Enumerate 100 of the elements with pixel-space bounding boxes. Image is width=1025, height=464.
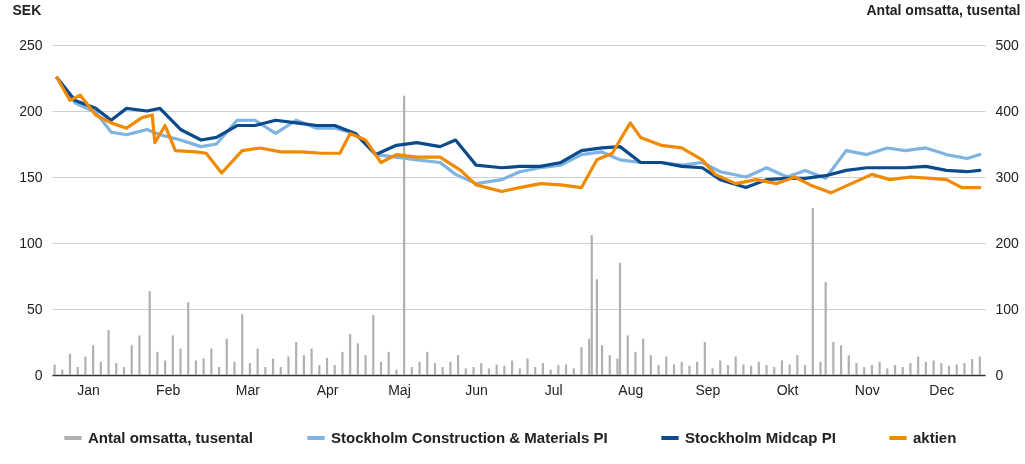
bar xyxy=(940,363,943,375)
bar xyxy=(901,367,904,375)
bar xyxy=(233,361,236,375)
bar xyxy=(472,367,475,375)
x-tick-label: Mar xyxy=(235,381,261,398)
bar xyxy=(318,365,321,375)
y2-tick-label: 500 xyxy=(995,36,1020,53)
x-tick-label: Nov xyxy=(854,381,880,398)
y-tick-label: 0 xyxy=(34,366,43,383)
bar xyxy=(963,363,966,375)
bar xyxy=(518,368,521,375)
bar xyxy=(590,235,593,375)
legend-label: aktien xyxy=(913,429,957,446)
bar xyxy=(418,361,421,375)
x-tick-label: Okt xyxy=(776,381,799,398)
bar xyxy=(803,365,807,375)
legend-label: Stockholm Construction & Materials PI xyxy=(331,429,608,446)
y2-tick-label: 300 xyxy=(995,168,1020,185)
bar xyxy=(608,355,611,375)
bar xyxy=(750,365,753,375)
bar xyxy=(510,360,514,375)
bar xyxy=(410,367,413,375)
bar xyxy=(757,361,760,375)
y-tick-label: 150 xyxy=(19,168,43,185)
bar xyxy=(688,365,691,375)
bar xyxy=(765,365,768,375)
bar xyxy=(279,367,282,375)
bar xyxy=(534,367,537,375)
bar xyxy=(433,363,437,375)
legend-label: Antal omsatta, tusental xyxy=(88,429,254,446)
y-axis-title: SEK xyxy=(12,1,42,18)
bar xyxy=(487,368,491,375)
bar xyxy=(379,361,383,375)
bar xyxy=(893,365,897,375)
bar xyxy=(726,365,730,375)
bar xyxy=(526,358,529,375)
bar xyxy=(932,360,935,375)
bar xyxy=(349,334,352,375)
bar xyxy=(364,355,367,375)
bar xyxy=(811,208,814,375)
bar xyxy=(464,368,467,375)
bar xyxy=(719,360,722,375)
bar xyxy=(819,361,822,375)
bar xyxy=(672,364,676,375)
bar xyxy=(302,355,305,375)
bar xyxy=(426,351,429,375)
bar xyxy=(788,364,791,375)
bar xyxy=(955,364,958,375)
x-tick-label: Jan xyxy=(77,381,100,398)
bar xyxy=(618,262,622,375)
x-tick-label: Maj xyxy=(388,381,411,398)
y-tick-label: 100 xyxy=(19,234,43,251)
bar xyxy=(971,359,974,375)
bar xyxy=(372,314,375,375)
x-tick-label: Jun xyxy=(465,381,488,398)
bar xyxy=(541,363,545,375)
bar xyxy=(839,345,843,375)
x-tick-label: Jul xyxy=(544,381,563,398)
bar xyxy=(287,356,290,375)
bar xyxy=(557,365,560,375)
bar xyxy=(264,367,267,375)
y-tick-label: 50 xyxy=(26,300,43,317)
bar xyxy=(649,355,652,375)
y-tick-label: 250 xyxy=(19,36,43,53)
y2-tick-label: 100 xyxy=(995,300,1020,317)
bar xyxy=(657,365,660,375)
bar xyxy=(626,335,629,375)
bar xyxy=(634,351,637,375)
bar xyxy=(870,365,874,375)
bar xyxy=(495,364,498,375)
bar xyxy=(225,338,228,375)
bar xyxy=(572,368,575,375)
bar xyxy=(310,348,313,375)
y2-tick-label: 0 xyxy=(995,366,1004,383)
bar xyxy=(773,367,776,375)
bar xyxy=(256,348,259,375)
bar xyxy=(580,347,583,375)
bar xyxy=(855,363,858,375)
bar xyxy=(832,342,835,375)
bar xyxy=(600,345,604,375)
bar xyxy=(696,361,699,375)
bar xyxy=(780,360,784,375)
bar xyxy=(680,361,683,375)
y2-axis-title: Antal omsatta, tusental xyxy=(866,1,1021,18)
bar xyxy=(909,363,912,375)
bar xyxy=(824,281,827,375)
bar xyxy=(457,355,460,375)
x-tick-label: Feb xyxy=(156,381,181,398)
bar xyxy=(796,355,799,375)
bar xyxy=(356,343,359,375)
x-tick-label: Aug xyxy=(618,381,644,398)
bar xyxy=(210,348,213,375)
bar xyxy=(503,365,506,375)
bar xyxy=(480,363,483,375)
bar xyxy=(703,342,706,375)
y2-tick-label: 400 xyxy=(995,102,1020,119)
bar xyxy=(742,364,745,375)
bar xyxy=(217,367,221,375)
bar xyxy=(295,342,298,375)
bar xyxy=(595,279,598,375)
